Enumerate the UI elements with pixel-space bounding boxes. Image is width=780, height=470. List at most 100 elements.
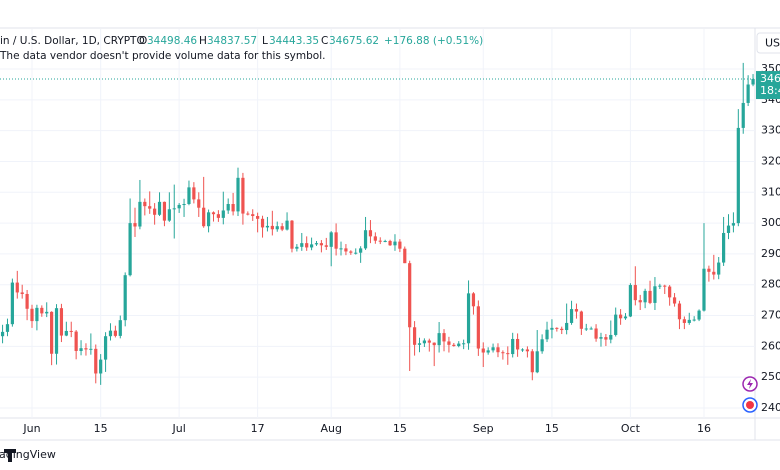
candle-body [192, 187, 196, 200]
candle-body [471, 293, 476, 307]
candle-body [432, 342, 436, 346]
candle-body [668, 286, 672, 298]
ohlc-value: 34498.46 [147, 35, 197, 47]
candle-body [506, 353, 510, 355]
candle-body [408, 263, 412, 328]
candle-body [270, 225, 274, 230]
ohlc-label: C [321, 35, 328, 47]
currency[interactable]: USD [765, 37, 780, 50]
candle-body [560, 328, 564, 331]
x-tick-label: Sep [473, 422, 494, 435]
candle-body [476, 306, 480, 349]
candle-body [417, 343, 422, 345]
candle-body [285, 220, 289, 230]
x-tick-label: Oct [621, 422, 641, 435]
candle-body [133, 223, 137, 227]
candle-body [383, 240, 387, 242]
candle-body [231, 204, 235, 212]
candle-body [717, 262, 721, 275]
candle-body [187, 187, 191, 205]
countdown: 18:4 [760, 84, 780, 97]
candle-body [565, 322, 569, 331]
candle-body [619, 314, 623, 319]
candle-body [574, 309, 579, 312]
candle-body [324, 245, 328, 247]
x-tick-label: 17 [251, 422, 265, 435]
candle-body [241, 177, 245, 214]
candle-body [648, 290, 652, 303]
candle-body [515, 338, 520, 350]
candle-body [628, 285, 633, 317]
symbol-title: in / U.S. Dollar, 1D, CRYPTO [0, 35, 145, 47]
candle-body [128, 223, 132, 276]
candle-body [697, 310, 701, 320]
candle-body [319, 243, 323, 246]
candle-body [741, 102, 745, 128]
candle-body [246, 213, 250, 215]
candle-body [491, 347, 495, 351]
x-tick-label: 16 [697, 422, 711, 435]
candle-body [162, 201, 167, 221]
y-tick-label: 27000 [761, 309, 780, 322]
candle-body [466, 293, 471, 344]
candle-body [256, 216, 260, 219]
candle-body [525, 349, 530, 352]
candle-body [496, 347, 500, 353]
candle-body [69, 330, 73, 332]
candle-body [569, 309, 574, 323]
candle-body [359, 248, 363, 253]
candle-body [403, 248, 407, 264]
candle-body [638, 300, 642, 303]
candle-body [442, 333, 446, 342]
candle-body [726, 225, 731, 233]
ohlc-label: L [262, 35, 268, 47]
ohlc-label: H [199, 35, 207, 47]
candle-body [300, 243, 304, 247]
y-tick-label: 26000 [761, 339, 780, 352]
candle-body [280, 226, 284, 230]
candle-body [594, 328, 598, 339]
y-tick-label: 30000 [761, 216, 780, 229]
candle-body [216, 214, 220, 218]
candle-body [751, 79, 755, 85]
candle-body [74, 331, 78, 351]
x-tick-label: 15 [545, 422, 559, 435]
candle-body [305, 243, 309, 248]
candle-body [94, 348, 98, 374]
candle-body [555, 327, 559, 329]
x-tick-label: Jul [172, 422, 186, 435]
candle-body [736, 127, 740, 224]
candle-body [653, 286, 657, 303]
candle-body [260, 218, 265, 228]
candle-body [511, 338, 515, 355]
candle-body [236, 177, 240, 212]
candle-body [329, 232, 333, 247]
candle-body [349, 251, 353, 253]
candle-body [702, 268, 706, 311]
candle-body [437, 333, 441, 346]
candle-body [113, 330, 117, 336]
candle-body [314, 243, 319, 245]
candle-body [221, 210, 225, 218]
candle-body [118, 320, 122, 336]
candle-body [609, 334, 613, 340]
vendor-note: The data vendor doesn't provide volume d… [0, 50, 325, 62]
last-price-tag [756, 71, 780, 100]
candle-body [530, 351, 534, 373]
candle-body [20, 292, 24, 294]
candle-body [202, 207, 206, 227]
candle-body [354, 252, 358, 254]
candle-body [30, 308, 34, 322]
currency-button[interactable] [756, 32, 780, 54]
candle-body [731, 223, 736, 226]
x-tick-label: Aug [320, 422, 341, 435]
candle-body [368, 230, 373, 237]
candle-body [746, 84, 750, 103]
candle-body [211, 212, 216, 215]
candle-body [481, 348, 485, 353]
candle-body [10, 282, 14, 325]
candle-body [623, 316, 628, 319]
candle-body [447, 341, 451, 345]
candle-body [584, 328, 588, 330]
candle-body [658, 285, 662, 287]
